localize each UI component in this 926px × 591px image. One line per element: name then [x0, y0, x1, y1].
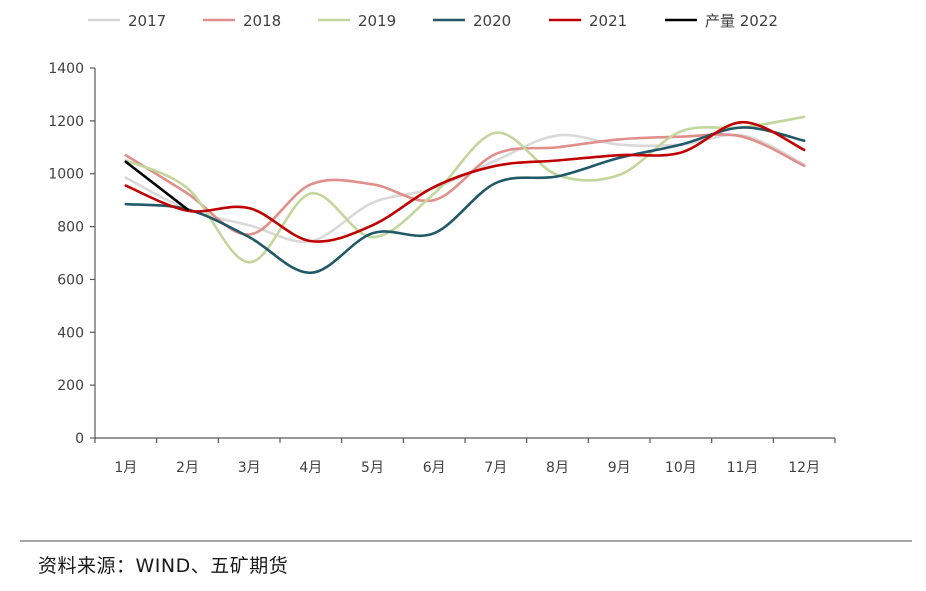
legend-item: 2020 — [433, 12, 511, 30]
y-tick-label: 1200 — [48, 114, 84, 130]
x-tick-label: 1月 — [114, 460, 137, 476]
legend-item: 产量 2022 — [665, 12, 778, 30]
y-axis: 0 200 400 600 800 1000 1200 1400 — [48, 61, 96, 447]
source-note: 资料来源：WIND、五矿期货 — [38, 555, 289, 577]
y-tick-label: 200 — [57, 378, 84, 394]
legend-label: 2018 — [243, 12, 281, 30]
x-tick-label: 2月 — [176, 460, 199, 476]
line-chart: 2017 2018 2019 2020 2021 产量 2022 0 200 400 600 80… — [48, 12, 836, 476]
legend-item: 2017 — [88, 12, 166, 30]
series-lines — [124, 115, 806, 275]
x-tick-label: 10月 — [665, 460, 697, 476]
x-tick-label: 12月 — [788, 460, 820, 476]
chart-legend: 2017 2018 2019 2020 2021 产量 2022 — [88, 12, 778, 30]
legend-label: 产量 2022 — [705, 12, 778, 30]
x-tick-label: 3月 — [238, 460, 261, 476]
series-line-产量-2022 — [124, 160, 189, 211]
x-tick-label: 7月 — [484, 460, 507, 476]
y-tick-label: 600 — [57, 272, 84, 288]
y-tick-label: 1000 — [48, 167, 84, 183]
source-divider — [20, 540, 912, 542]
y-tick-label: 800 — [57, 220, 84, 236]
x-tick-label: 9月 — [608, 460, 631, 476]
legend-item: 2019 — [318, 12, 396, 30]
x-tick-label: 4月 — [299, 460, 322, 476]
legend-label: 2021 — [589, 12, 627, 30]
legend-label: 2017 — [128, 12, 166, 30]
x-tick-label: 11月 — [727, 460, 759, 476]
legend-label: 2019 — [358, 12, 396, 30]
legend-item: 2021 — [549, 12, 627, 30]
legend-label: 2020 — [473, 12, 511, 30]
x-tick-label: 6月 — [423, 460, 446, 476]
series-line-2019 — [124, 115, 806, 264]
y-tick-label: 1400 — [48, 61, 84, 77]
x-tick-label: 5月 — [361, 460, 384, 476]
y-tick-label: 400 — [57, 325, 84, 341]
x-tick-label: 8月 — [546, 460, 569, 476]
y-tick-label: 0 — [75, 431, 84, 447]
legend-item: 2018 — [203, 12, 281, 30]
x-axis: 1月 2月 3月 4月 5月 6月 7月 8月 9月 10月 11月 12月 — [94, 437, 836, 476]
series-line-2020 — [124, 126, 806, 275]
series-line-2021 — [124, 120, 806, 243]
